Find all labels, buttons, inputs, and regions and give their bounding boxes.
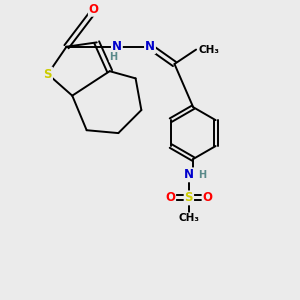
Text: S: S [184, 191, 193, 204]
Text: S: S [44, 68, 52, 81]
Text: O: O [89, 3, 99, 16]
Text: H: H [110, 52, 118, 62]
Text: O: O [165, 191, 175, 204]
Text: N: N [184, 168, 194, 181]
Text: CH₃: CH₃ [178, 213, 200, 223]
Text: O: O [202, 191, 213, 204]
Text: N: N [112, 40, 122, 53]
Text: H: H [198, 170, 206, 180]
Text: CH₃: CH₃ [198, 45, 219, 55]
Text: N: N [145, 40, 155, 53]
